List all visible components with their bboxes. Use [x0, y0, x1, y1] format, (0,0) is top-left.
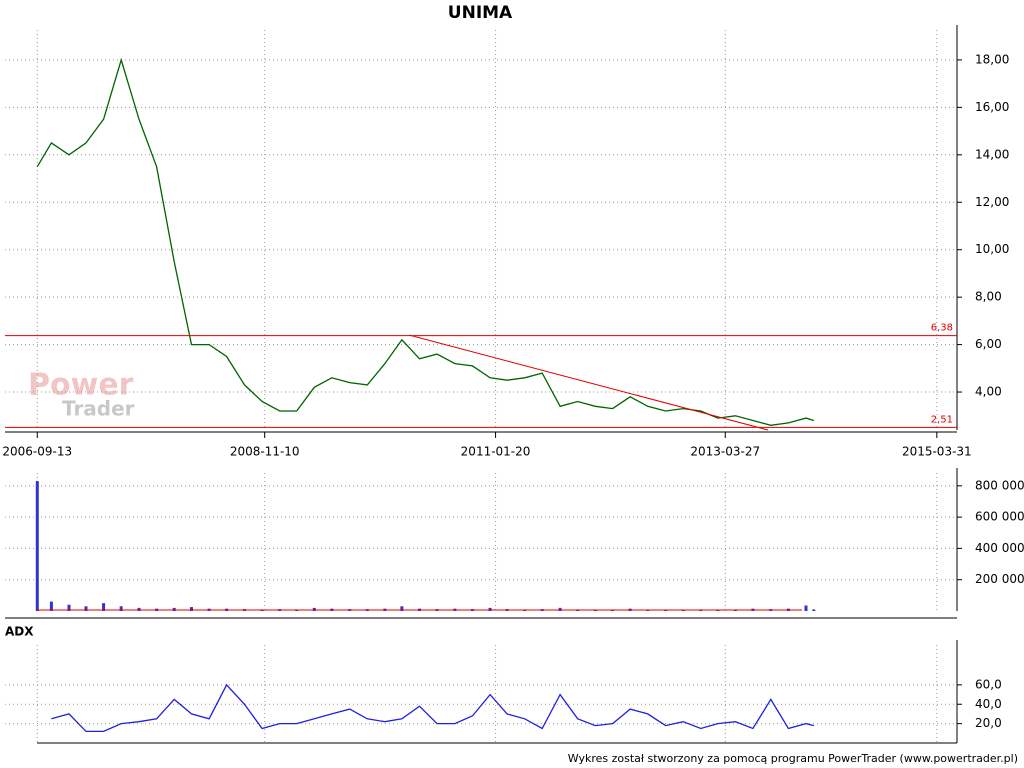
panel-title: ADX: [5, 625, 34, 639]
bar: [102, 603, 106, 611]
y-tick-label: 16,00: [975, 100, 1009, 114]
y-tick-label: 400 000: [975, 541, 1024, 555]
x-tick-label: 2015-03-31: [902, 445, 972, 459]
bar: [804, 605, 808, 611]
bar: [400, 606, 404, 611]
x-tick-label: 2013-03-27: [690, 445, 760, 459]
bar: [35, 481, 39, 611]
watermark: Trader: [62, 397, 135, 421]
y-tick-label: 4,00: [975, 385, 1002, 399]
watermark: Power: [28, 368, 134, 403]
y-tick-label: 8,00: [975, 290, 1002, 304]
reference-label: 2,51: [931, 414, 953, 425]
bar: [172, 607, 176, 611]
reference-label: 6,38: [931, 323, 953, 334]
line: [51, 683, 814, 733]
footer: Wykres został stworzony za pomocą progra…: [568, 752, 1018, 765]
y-tick-label: 200 000: [975, 572, 1024, 586]
bar: [119, 606, 123, 611]
y-tick-label: 40,0: [975, 697, 1002, 711]
bar: [488, 607, 492, 611]
bar: [49, 601, 53, 611]
bar: [67, 604, 71, 611]
y-tick-label: 600 000: [975, 510, 1024, 524]
bar: [312, 607, 316, 611]
trend-line: [409, 334, 769, 431]
y-tick-label: 18,00: [975, 52, 1009, 66]
y-tick-label: 20,0: [975, 716, 1002, 730]
bar: [137, 607, 141, 611]
y-tick-label: 6,00: [975, 337, 1002, 351]
y-tick-label: 60,0: [975, 677, 1002, 691]
bar: [558, 607, 562, 611]
x-tick-label: 2011-01-20: [461, 445, 531, 459]
x-tick-label: 2006-09-13: [2, 445, 72, 459]
y-tick-label: 800 000: [975, 478, 1024, 492]
chart-title: UNIMA: [448, 3, 513, 23]
bar: [84, 606, 88, 611]
y-tick-label: 12,00: [975, 195, 1009, 209]
bar: [812, 609, 816, 611]
y-tick-label: 14,00: [975, 147, 1009, 161]
y-tick-label: 10,00: [975, 242, 1009, 256]
x-tick-label: 2008-11-10: [230, 445, 300, 459]
bar: [189, 607, 193, 611]
